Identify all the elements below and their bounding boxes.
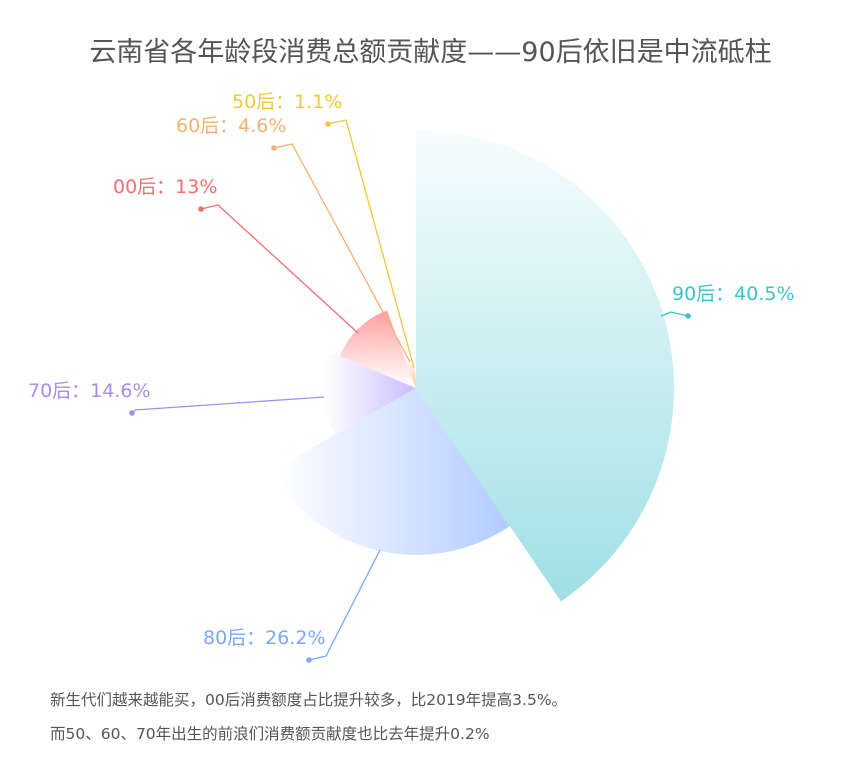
leader-line xyxy=(273,143,411,363)
slice-label: 70后：14.6% xyxy=(28,380,151,402)
slice-90后[interactable] xyxy=(416,130,674,602)
slice-label: 90后：40.5% xyxy=(672,283,795,305)
leader-dot xyxy=(685,313,691,319)
slice-label: 50后：1.1% xyxy=(232,91,342,113)
leader-dot xyxy=(306,657,312,663)
leader-line xyxy=(660,311,689,317)
leader-dot xyxy=(271,145,277,151)
slice-label: 00后：13% xyxy=(113,176,217,198)
slice-label: 60后：4.6% xyxy=(176,115,286,137)
slice-label: 80后：26.2% xyxy=(203,627,326,649)
leader-line xyxy=(308,549,381,661)
leader-dot xyxy=(198,206,204,212)
leader-line xyxy=(131,396,325,414)
slice-50后[interactable] xyxy=(414,370,416,388)
slice-00后[interactable] xyxy=(339,310,416,388)
chart-title: 云南省各年龄段消费总额贡献度——90后依旧是中流砥柱 xyxy=(89,37,772,68)
leader-line xyxy=(200,204,359,334)
footnote-line-2: 而50、60、70年出生的前浪们消费额贡献度也比去年提升0.2% xyxy=(50,725,490,743)
leader-line xyxy=(327,119,415,369)
footnote-line-1: 新生代们越来越能买，00后消费额度占比提升较多，比2019年提高3.5%。 xyxy=(50,691,568,709)
leader-dot xyxy=(129,410,135,416)
slice-80后[interactable] xyxy=(271,388,510,555)
slice-70后[interactable] xyxy=(322,352,416,435)
leader-dot xyxy=(325,121,331,127)
